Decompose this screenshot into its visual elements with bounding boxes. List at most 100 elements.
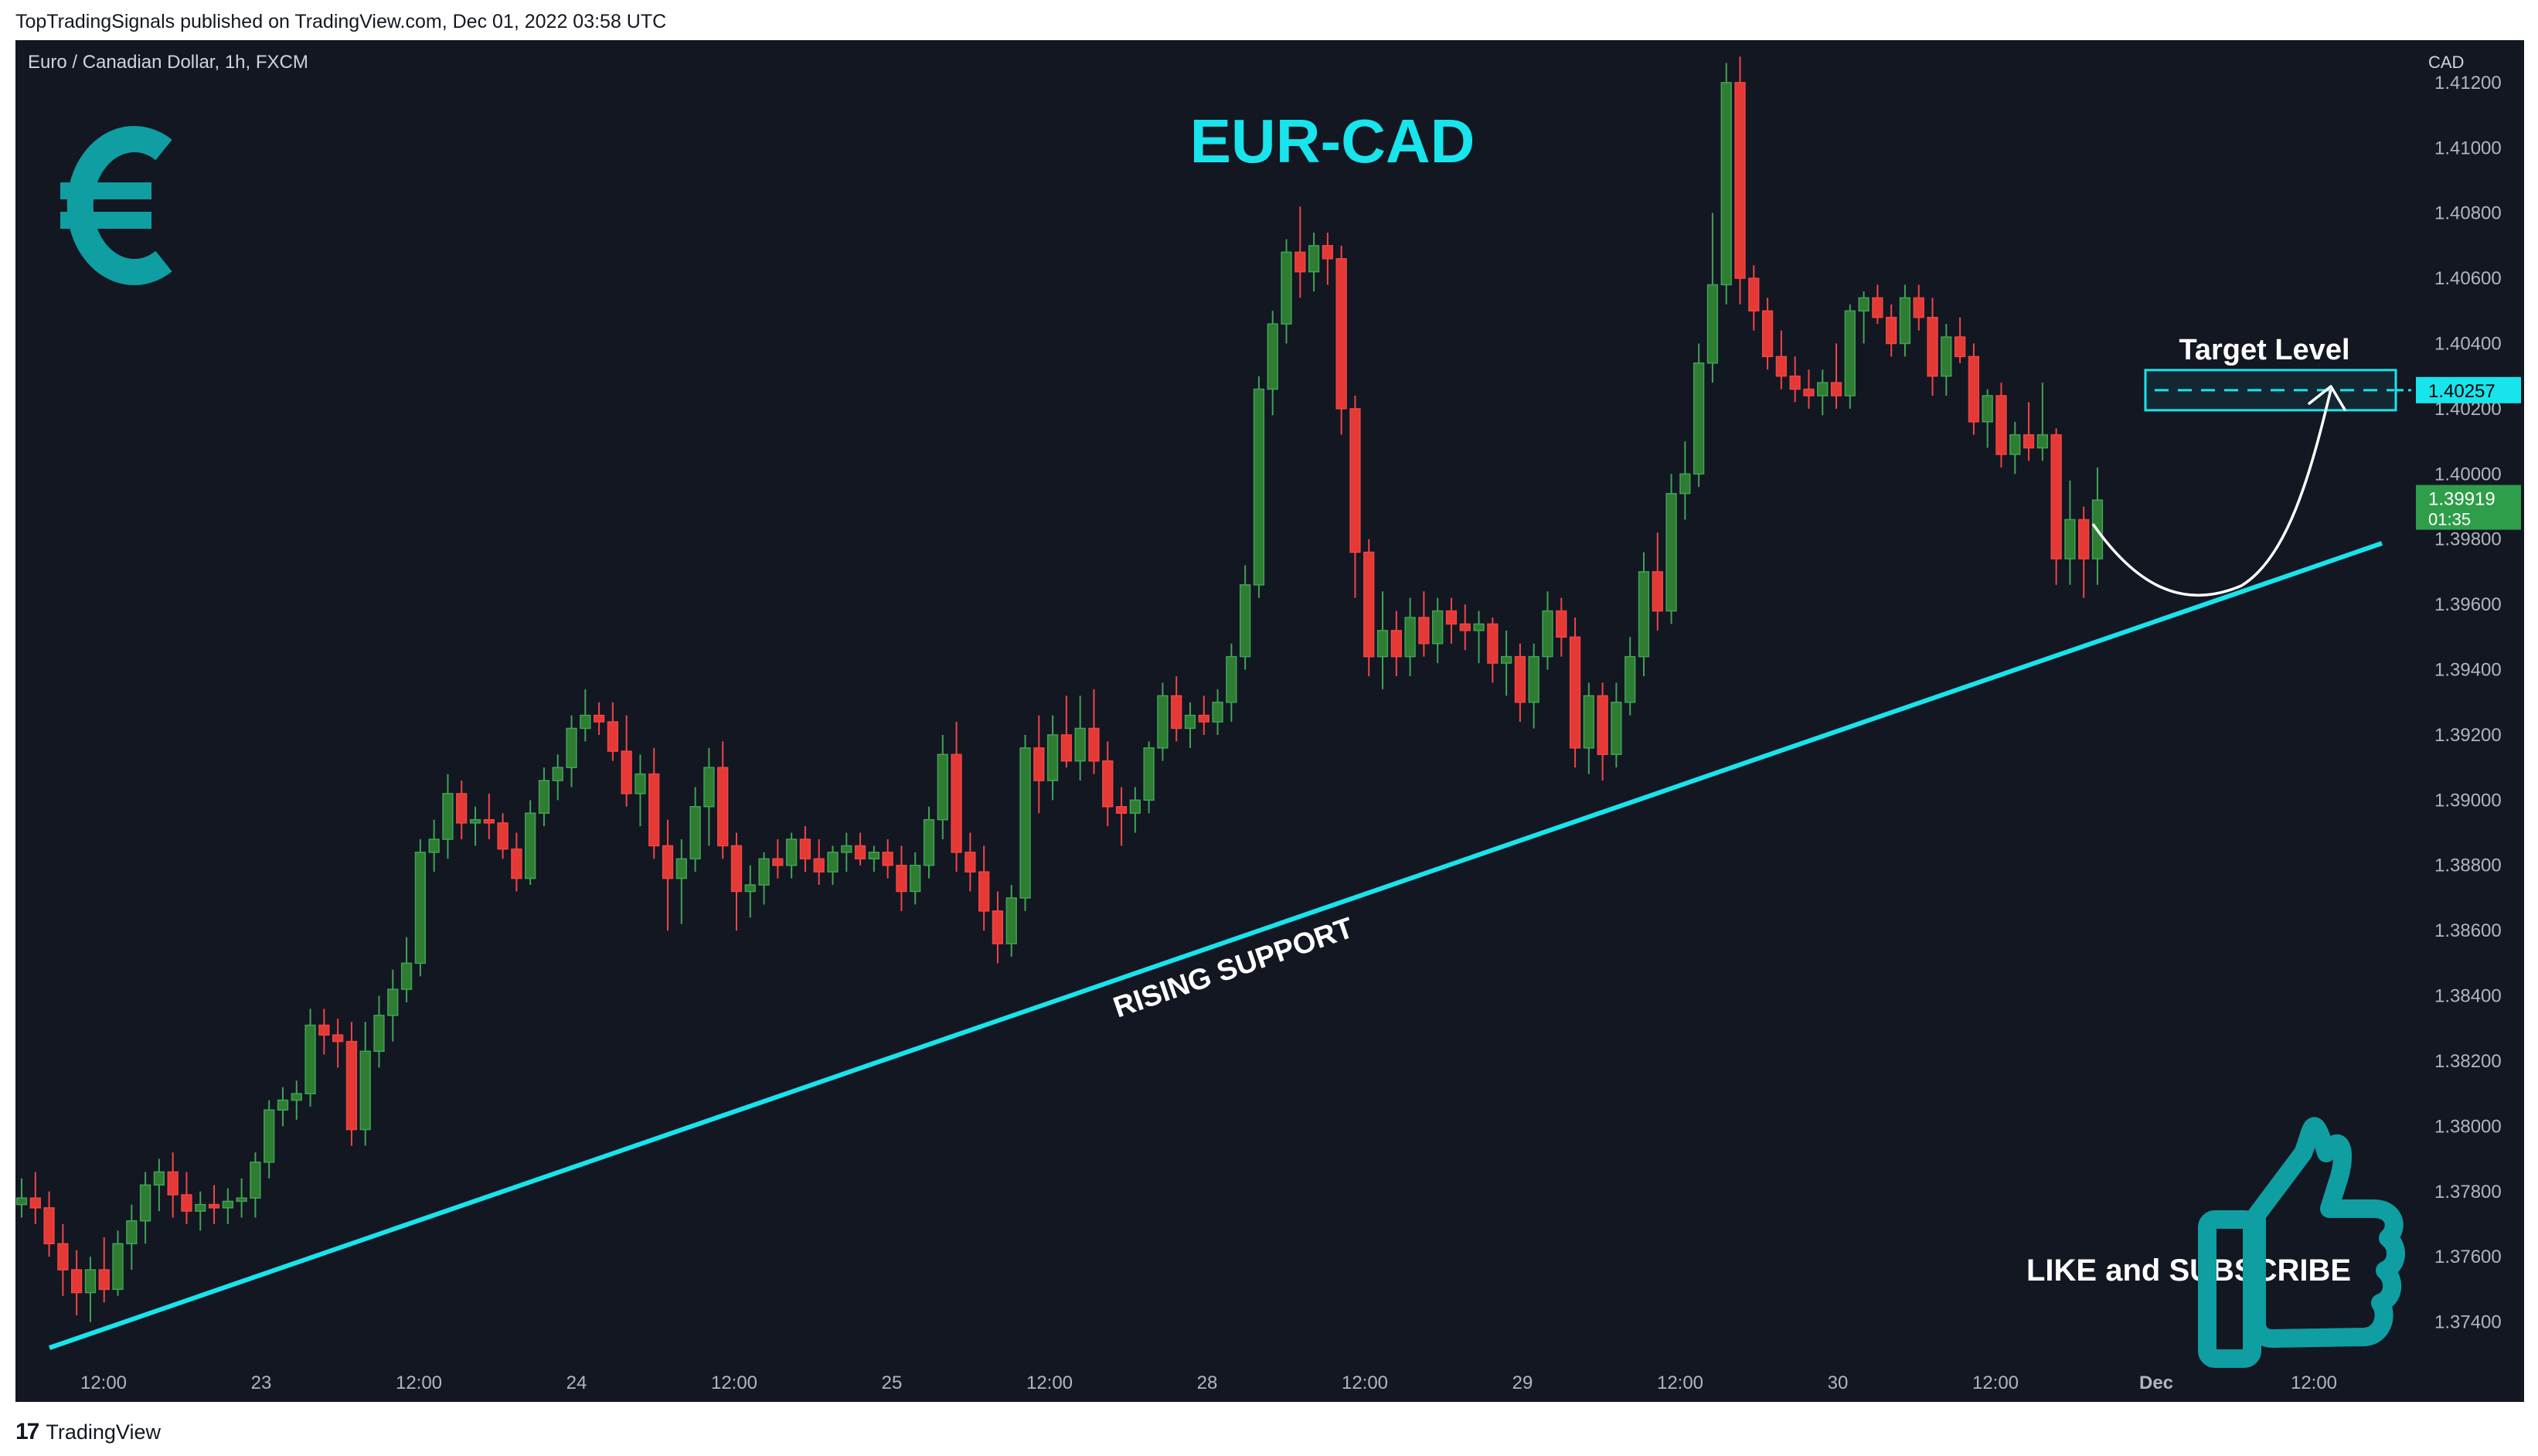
candle-body — [951, 754, 962, 853]
candle-body — [675, 858, 687, 879]
candle-body — [1432, 610, 1444, 645]
y-tick-label: 1.37800 — [2434, 1182, 2502, 1203]
x-tick-label: 28 — [1197, 1373, 1218, 1393]
candle-body — [717, 767, 729, 847]
y-tick-label: 1.41200 — [2434, 73, 2502, 94]
candle-body — [1569, 636, 1581, 749]
publisher-line: TopTradingSignals published on TradingVi… — [15, 11, 667, 32]
y-tick-label: 1.40600 — [2434, 268, 2502, 289]
candle-body — [1308, 245, 1320, 273]
candle-body — [167, 1171, 179, 1196]
candle-body — [992, 910, 1004, 944]
candle-body — [1267, 323, 1278, 390]
candle-body — [689, 806, 701, 860]
candle-body — [703, 767, 715, 808]
candle-body — [580, 714, 591, 730]
candle-body — [345, 1040, 358, 1131]
candle-body — [304, 1024, 316, 1094]
y-tick-label: 1.38000 — [2434, 1116, 2502, 1137]
x-tick-label: 24 — [566, 1373, 587, 1393]
thumbs-up-icon — [2198, 1117, 2405, 1368]
y-tick-label: 1.37400 — [2434, 1312, 2502, 1333]
candle-body — [1322, 245, 1334, 260]
candle-body — [373, 1015, 385, 1053]
x-tick-label: 29 — [1512, 1373, 1533, 1393]
candle-body — [525, 812, 536, 879]
candle-body — [896, 864, 907, 893]
candle-body — [1625, 655, 1636, 703]
candle-body — [1445, 610, 1458, 625]
candle-body — [813, 858, 825, 873]
candle-body — [1734, 82, 1746, 279]
x-tick-label: 12:00 — [2291, 1373, 2337, 1393]
candle-body — [126, 1220, 138, 1245]
candle-body — [1046, 734, 1059, 781]
candle-body — [43, 1207, 55, 1245]
last-price-tag-text: 1.39919 — [2428, 488, 2495, 509]
candle-body — [1638, 571, 1650, 658]
chart-title: EUR-CAD — [1190, 107, 1475, 175]
euro-icon — [60, 126, 172, 285]
like-subscribe-label: LIKE and SUBSCRIBE — [2026, 1254, 2351, 1288]
candle-body — [483, 818, 495, 824]
candle-body — [772, 858, 784, 866]
candle-body — [400, 962, 413, 990]
euro-icon-bar-bottom — [60, 212, 151, 229]
candle-body — [1542, 610, 1553, 658]
candle-body — [428, 839, 440, 853]
last-price-tag — [2416, 485, 2521, 530]
candle-body — [1404, 617, 1416, 658]
x-tick-label: 12:00 — [1026, 1373, 1073, 1393]
candle-body — [1693, 362, 1705, 475]
candle-body — [1335, 258, 1347, 410]
candle-body — [2009, 434, 2021, 455]
candle-body — [1171, 695, 1182, 730]
x-tick-label: 12:00 — [80, 1373, 127, 1393]
candle-body — [181, 1194, 192, 1212]
candle-body — [2023, 434, 2035, 449]
candle-body — [1239, 584, 1251, 658]
candle-body — [1886, 316, 1897, 345]
candle-body — [1995, 395, 2007, 455]
candle-body — [236, 1197, 247, 1203]
candle-body — [1679, 473, 1691, 495]
candle-body — [841, 845, 852, 853]
x-tick-label: 23 — [251, 1373, 272, 1393]
candle-body — [1005, 897, 1017, 944]
y-tick-label: 1.38400 — [2434, 986, 2502, 1007]
candle-body — [1968, 355, 1980, 423]
candle-body — [1459, 623, 1471, 631]
candle-body — [1597, 695, 1608, 755]
candle-body — [250, 1162, 261, 1199]
footer: 17 TradingView — [15, 1419, 161, 1445]
candle-body — [2078, 519, 2090, 560]
candle-body — [758, 858, 770, 886]
candle-body — [1844, 310, 1856, 396]
candle-body — [1706, 284, 1719, 364]
candle-body — [978, 871, 990, 912]
candle-body — [139, 1184, 151, 1222]
y-tick-label: 1.38600 — [2434, 920, 2502, 941]
candle-body — [1830, 382, 1842, 396]
candle-body — [318, 1024, 330, 1036]
candle-body — [1583, 695, 1594, 749]
chart-panel[interactable]: Euro / Canadian Dollar, 1h, FXCM CAD 1.412… — [15, 40, 2524, 1402]
candle-body — [1982, 395, 1993, 423]
candle-body — [1927, 316, 1938, 377]
x-tick-label: 25 — [882, 1373, 903, 1393]
candle-body — [2064, 519, 2076, 560]
candle-body — [291, 1093, 302, 1101]
candle-body — [497, 822, 509, 850]
candle-body — [1074, 727, 1086, 762]
euro-icon-arc — [66, 126, 172, 285]
candle-body — [15, 1197, 28, 1206]
x-tick-label: 12:00 — [396, 1373, 442, 1393]
target-level-label: Target Level — [2179, 334, 2349, 366]
candlestick-chart[interactable]: Euro / Canadian Dollar, 1h, FXCM CAD1.412… — [15, 40, 2524, 1402]
euro-icon-bar-top — [60, 182, 151, 199]
y-tick-label: 1.39800 — [2434, 529, 2502, 550]
candle-body — [1665, 492, 1677, 612]
candle-body — [1102, 760, 1114, 808]
candle-body — [264, 1109, 275, 1163]
candle-body — [1789, 375, 1801, 390]
